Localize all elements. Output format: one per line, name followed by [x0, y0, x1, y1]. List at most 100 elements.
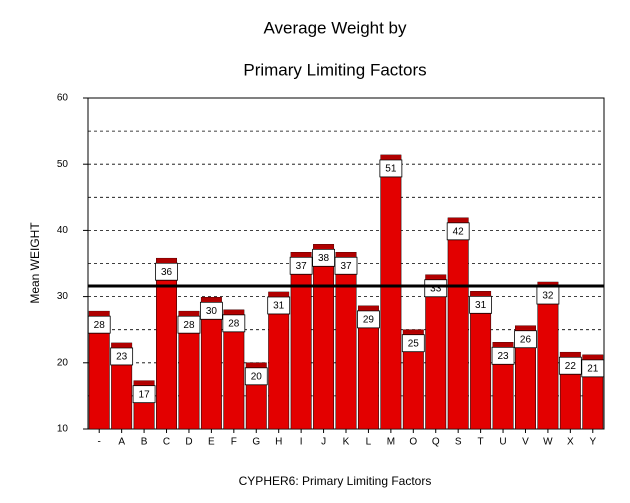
y-tick-label: 10 [57, 424, 69, 435]
x-tick-label: Y [589, 437, 596, 448]
value-label: 26 [520, 334, 532, 345]
bar-cap [223, 309, 245, 314]
value-label-box [446, 222, 470, 241]
x-axis-label: CYPHER6: Primary Limiting Factors [239, 474, 432, 488]
value-label-box [312, 248, 335, 267]
bar-cap [246, 362, 267, 367]
bar-cap [178, 311, 200, 316]
bar-cap [492, 342, 514, 347]
value-label: 31 [273, 301, 285, 312]
bar [335, 251, 357, 430]
value-label: 25 [408, 338, 420, 349]
value-label: 32 [542, 291, 554, 302]
value-label: 42 [453, 226, 465, 237]
bar [156, 257, 177, 430]
value-label-box [199, 301, 223, 320]
value-label: 28 [94, 320, 106, 331]
x-tick-label: G [252, 437, 260, 448]
x-tick-label: B [141, 437, 148, 448]
bar-cap [133, 380, 155, 385]
bar-cap [515, 325, 536, 330]
value-label-box [581, 359, 605, 378]
value-label: 29 [363, 315, 375, 326]
y-tick-label: 40 [57, 225, 69, 236]
bar-cap [425, 274, 446, 279]
value-label: 28 [183, 320, 195, 331]
value-label: 38 [318, 253, 330, 264]
value-label-box [334, 256, 358, 275]
bar [313, 244, 335, 430]
value-label: 31 [475, 300, 487, 311]
value-label: 17 [139, 389, 151, 400]
x-tick-label: O [409, 437, 417, 448]
chart-title: Average Weight by [263, 18, 407, 37]
bar-cap [268, 291, 289, 296]
bar-cap [156, 258, 177, 263]
value-label-box [155, 262, 178, 281]
y-axis-label: Mean WEIGHT [28, 222, 42, 304]
x-tick-label: H [275, 437, 282, 448]
x-tick-label: W [543, 437, 553, 448]
bar-cap [447, 217, 469, 222]
value-label: 33 [430, 283, 442, 294]
x-tick-label: K [343, 437, 350, 448]
bar-cap [290, 252, 312, 257]
bar-cap [470, 291, 491, 296]
value-label: 22 [565, 361, 577, 372]
value-label: 30 [206, 306, 218, 317]
value-label-box [244, 367, 268, 386]
value-label-box [289, 256, 313, 275]
value-label: 37 [340, 261, 352, 272]
x-tick-label: - [98, 437, 101, 448]
y-tick-label: 30 [57, 291, 69, 302]
bar-cap [335, 252, 357, 257]
x-tick-label: X [567, 437, 574, 448]
x-tick-label: A [118, 437, 125, 448]
bar [425, 274, 447, 430]
bar-cap [201, 297, 222, 302]
y-tick-label: 20 [57, 357, 69, 368]
value-label: 23 [116, 352, 128, 363]
value-label-box [87, 315, 111, 334]
x-tick-label: U [499, 437, 506, 448]
x-tick-label: I [300, 437, 303, 448]
value-label-box [424, 279, 448, 298]
value-label: 20 [251, 371, 263, 382]
value-label-box [514, 330, 537, 349]
value-label-box [222, 314, 246, 333]
value-label-box [558, 356, 582, 375]
value-label: 28 [228, 318, 240, 329]
x-tick-label: T [478, 437, 484, 448]
value-label-box [132, 385, 156, 404]
bar-cap [537, 282, 559, 287]
bar-cap [89, 311, 110, 316]
x-tick-label: F [231, 437, 237, 448]
bar [380, 154, 402, 430]
x-tick-label: D [185, 437, 192, 448]
x-tick-label: L [366, 437, 372, 448]
bar-cap [111, 342, 132, 347]
bar-cap [560, 352, 581, 357]
y-tick-label: 50 [57, 159, 69, 170]
x-tick-label: E [208, 437, 215, 448]
value-label-box [379, 159, 403, 178]
value-label-box [401, 334, 425, 353]
bar-cap [380, 154, 402, 159]
x-tick-label: M [387, 437, 395, 448]
bar-cap [582, 354, 603, 359]
x-tick-label: Q [432, 437, 440, 448]
x-tick-label: S [455, 437, 462, 448]
value-label: 37 [296, 261, 308, 272]
x-tick-label: J [321, 437, 326, 448]
value-label-box [267, 296, 291, 315]
bar-cap [313, 244, 334, 249]
x-tick-label: C [163, 437, 170, 448]
bar-cap [403, 329, 424, 334]
value-label-box [491, 346, 515, 365]
value-label: 21 [587, 363, 599, 374]
value-label: 51 [385, 164, 397, 175]
value-label: 36 [161, 267, 173, 278]
value-label-box [110, 347, 134, 366]
bar [290, 251, 312, 430]
